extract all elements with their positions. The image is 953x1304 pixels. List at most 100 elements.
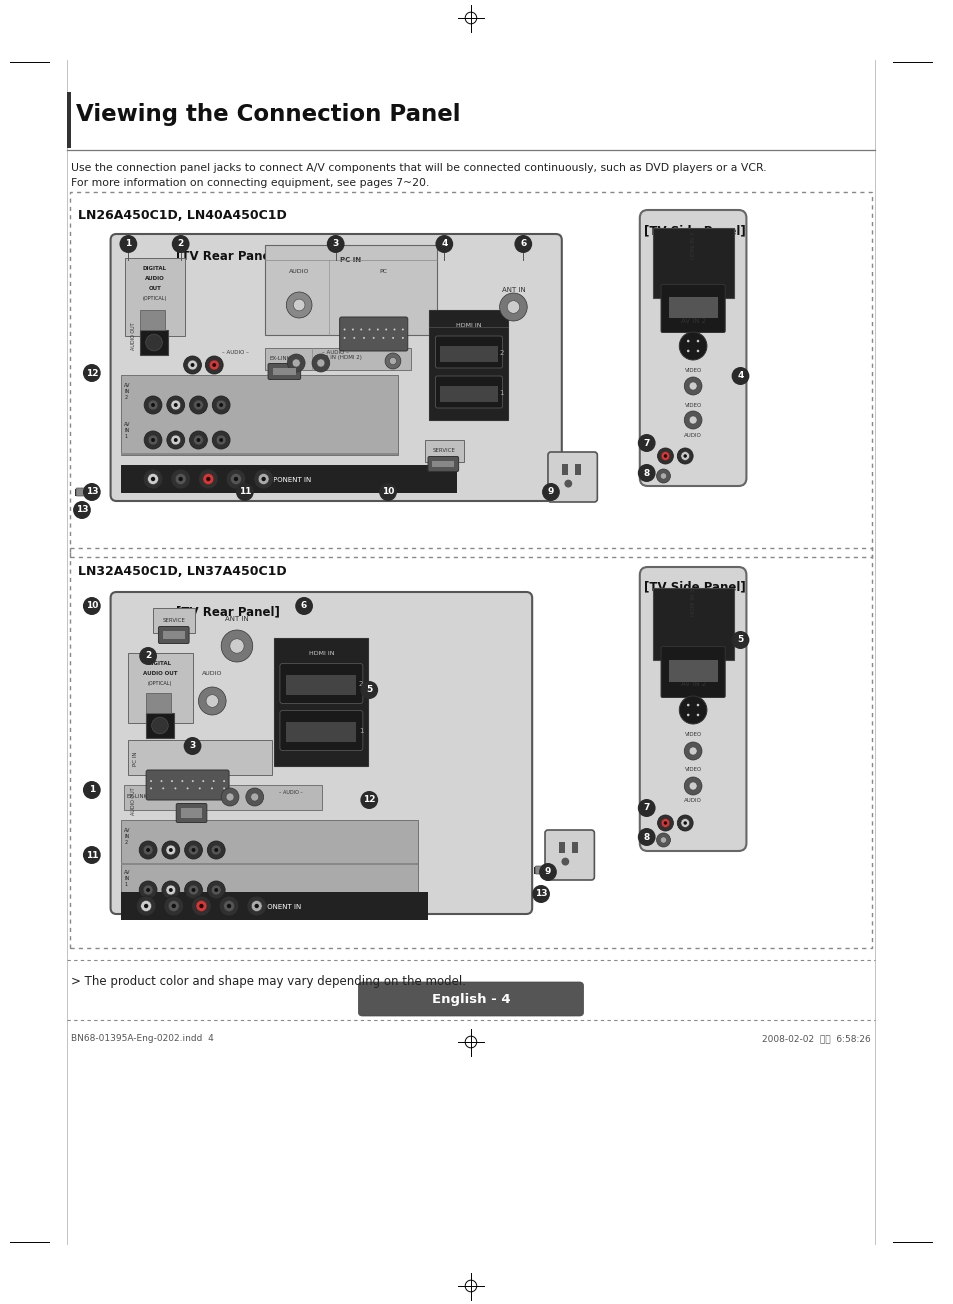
Bar <box>140 330 168 355</box>
Text: HDMI IN: HDMI IN <box>456 323 481 329</box>
Text: 7: 7 <box>643 803 649 812</box>
Text: 10: 10 <box>381 488 394 497</box>
Text: COMPONENT IN: COMPONENT IN <box>257 477 311 482</box>
Circle shape <box>435 235 453 253</box>
Circle shape <box>196 438 200 442</box>
Text: AUDIO OUT: AUDIO OUT <box>132 788 136 815</box>
Text: SERVICE: SERVICE <box>433 449 456 454</box>
Circle shape <box>192 896 211 915</box>
Circle shape <box>219 896 238 915</box>
Circle shape <box>686 349 689 352</box>
Circle shape <box>192 888 195 892</box>
Circle shape <box>227 904 231 908</box>
Text: DVI IN (HDMI 2): DVI IN (HDMI 2) <box>318 356 361 360</box>
Text: 2: 2 <box>498 349 503 356</box>
Bar <box>558 842 565 853</box>
Circle shape <box>216 436 226 445</box>
FancyBboxPatch shape <box>660 284 724 333</box>
Bar <box>274 638 368 765</box>
Circle shape <box>352 329 354 330</box>
Circle shape <box>213 432 230 449</box>
Bar <box>180 808 202 818</box>
Circle shape <box>207 882 225 898</box>
Bar <box>121 892 427 921</box>
Text: 10: 10 <box>86 601 98 610</box>
Circle shape <box>392 336 394 339</box>
Text: – AUDIO –: – AUDIO – <box>279 790 303 795</box>
Circle shape <box>193 436 203 445</box>
Circle shape <box>663 454 666 458</box>
Circle shape <box>679 333 706 360</box>
FancyBboxPatch shape <box>279 711 362 751</box>
Text: AUDIO: AUDIO <box>289 269 309 274</box>
Circle shape <box>638 799 655 818</box>
Circle shape <box>181 780 183 782</box>
Circle shape <box>144 396 162 413</box>
Bar <box>70 548 871 948</box>
Circle shape <box>151 477 155 481</box>
Circle shape <box>83 482 101 501</box>
Circle shape <box>139 647 157 665</box>
Circle shape <box>173 403 177 407</box>
Circle shape <box>223 901 234 911</box>
Text: 2008-02-02  오후  6:58:26: 2008-02-02 오후 6:58:26 <box>761 1034 870 1043</box>
Text: AV IN 2: AV IN 2 <box>679 681 705 687</box>
Bar <box>440 346 497 363</box>
Circle shape <box>83 364 101 382</box>
FancyBboxPatch shape <box>660 647 724 698</box>
Bar <box>121 820 417 910</box>
Circle shape <box>202 780 204 782</box>
Circle shape <box>541 482 559 501</box>
Circle shape <box>294 299 305 310</box>
Circle shape <box>254 904 258 908</box>
Circle shape <box>203 473 213 485</box>
Circle shape <box>688 782 697 790</box>
Text: 2: 2 <box>358 681 363 687</box>
Circle shape <box>382 336 384 339</box>
Circle shape <box>561 858 569 866</box>
FancyBboxPatch shape <box>358 982 583 1016</box>
Circle shape <box>212 845 221 855</box>
Text: DIGITAL: DIGITAL <box>148 661 172 666</box>
Text: (OPTICAL): (OPTICAL) <box>143 296 167 301</box>
Text: 1: 1 <box>498 390 503 396</box>
Circle shape <box>139 882 157 898</box>
Circle shape <box>385 353 400 369</box>
Circle shape <box>343 329 345 330</box>
Circle shape <box>688 747 697 755</box>
Text: AV
IN
2: AV IN 2 <box>124 383 131 399</box>
Circle shape <box>189 885 198 895</box>
Circle shape <box>385 329 387 330</box>
Circle shape <box>343 336 345 339</box>
Text: OUT: OUT <box>149 286 161 291</box>
Text: 12: 12 <box>363 795 375 805</box>
Circle shape <box>683 777 701 795</box>
Circle shape <box>162 841 179 859</box>
FancyBboxPatch shape <box>544 831 594 880</box>
Text: 1: 1 <box>358 728 363 734</box>
Circle shape <box>196 403 200 407</box>
Circle shape <box>214 848 218 852</box>
Circle shape <box>191 363 194 366</box>
Circle shape <box>175 473 186 485</box>
Circle shape <box>360 329 362 330</box>
Circle shape <box>148 436 158 445</box>
FancyBboxPatch shape <box>547 452 597 502</box>
Text: 11: 11 <box>86 850 98 859</box>
Bar <box>125 258 185 336</box>
Bar <box>561 464 568 475</box>
Circle shape <box>261 477 266 481</box>
Text: – AUDIO –: – AUDIO – <box>221 349 248 355</box>
Circle shape <box>206 695 218 707</box>
Bar <box>668 660 717 682</box>
Circle shape <box>660 819 669 828</box>
Circle shape <box>677 449 693 464</box>
Circle shape <box>656 469 670 482</box>
Bar <box>146 713 173 738</box>
Bar <box>440 386 497 402</box>
Circle shape <box>660 451 669 460</box>
Bar <box>273 368 295 376</box>
Circle shape <box>682 454 686 458</box>
Bar <box>286 675 356 695</box>
Text: BN68-01395A-Eng-0202.indd  4: BN68-01395A-Eng-0202.indd 4 <box>71 1034 213 1043</box>
